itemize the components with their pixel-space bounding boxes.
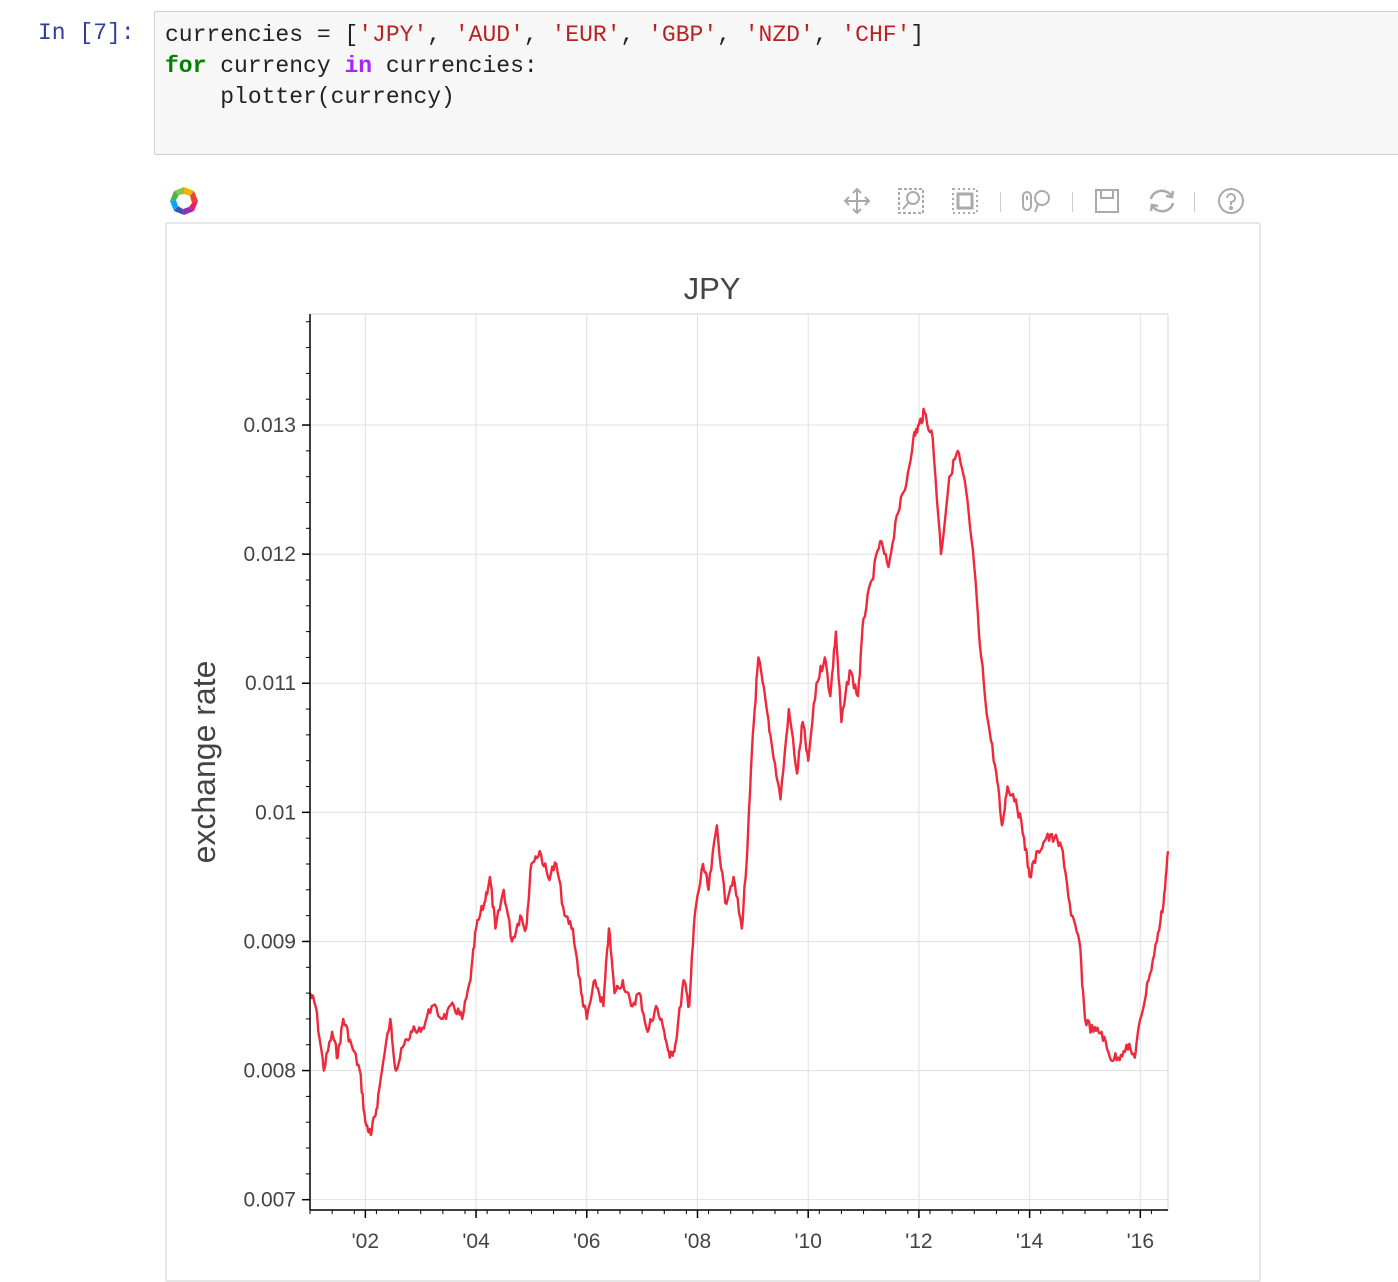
y-axis-label: exchange rate bbox=[186, 661, 222, 864]
cell-prompt: In [7]: bbox=[38, 20, 135, 46]
x-tick-label: '08 bbox=[684, 1230, 711, 1253]
string-jpy: 'JPY' bbox=[358, 22, 428, 48]
wheel-zoom-icon bbox=[1022, 190, 1050, 213]
x-tick-label: '06 bbox=[573, 1230, 600, 1253]
y-tick-label: 0.007 bbox=[243, 1189, 296, 1212]
code-line-2: for currency in currencies: bbox=[165, 53, 538, 79]
string-nzd: 'NZD' bbox=[744, 22, 814, 48]
x-tick-label: '10 bbox=[795, 1230, 822, 1253]
y-tick-label: 0.013 bbox=[243, 414, 296, 437]
chart-title: JPY bbox=[684, 271, 741, 306]
x-tick-label: '04 bbox=[462, 1230, 490, 1253]
y-tick-label: 0.012 bbox=[243, 543, 296, 566]
y-tick-label: 0.011 bbox=[245, 672, 296, 695]
y-tick-label: 0.009 bbox=[243, 930, 296, 953]
y-tick-label: 0.008 bbox=[243, 1060, 296, 1083]
code-editor[interactable]: currencies = ['JPY', 'AUD', 'EUR', 'GBP'… bbox=[165, 20, 924, 113]
string-gbp: 'GBP' bbox=[648, 22, 718, 48]
string-aud: 'AUD' bbox=[454, 22, 524, 48]
help-tool[interactable] bbox=[1210, 182, 1250, 220]
series-line-jpy[interactable] bbox=[308, 407, 1170, 1137]
string-eur: 'EUR' bbox=[551, 22, 621, 48]
wheel-zoom-tool[interactable] bbox=[1014, 182, 1054, 220]
string-chf: 'CHF' bbox=[841, 22, 911, 48]
resize-icon bbox=[952, 188, 978, 214]
save-icon bbox=[1095, 189, 1119, 213]
bokeh-logo[interactable] bbox=[166, 183, 202, 219]
x-tick-label: '16 bbox=[1127, 1230, 1154, 1253]
reset-tool[interactable] bbox=[1140, 182, 1180, 220]
toolbar-separator bbox=[1194, 192, 1195, 212]
x-tick-label: '02 bbox=[352, 1230, 379, 1253]
y-tick-label: 0.01 bbox=[255, 801, 296, 824]
reset-icon bbox=[1149, 189, 1175, 213]
resize-tool[interactable] bbox=[944, 182, 984, 220]
toolbar-separator bbox=[1072, 192, 1073, 212]
help-icon bbox=[1218, 188, 1244, 214]
code-line-1: currencies = ['JPY', 'AUD', 'EUR', 'GBP'… bbox=[165, 22, 925, 48]
pan-icon bbox=[843, 187, 871, 215]
toolbar-separator bbox=[1000, 192, 1001, 212]
x-tick-label: '14 bbox=[1016, 1230, 1044, 1253]
x-tick-label: '12 bbox=[905, 1230, 932, 1253]
code-cell[interactable]: currencies = ['JPY', 'AUD', 'EUR', 'GBP'… bbox=[154, 11, 1398, 155]
save-tool[interactable] bbox=[1086, 182, 1126, 220]
box-zoom-icon bbox=[898, 188, 924, 214]
box-zoom-tool[interactable] bbox=[890, 182, 930, 220]
code-line-3: plotter(currency) bbox=[165, 84, 455, 110]
plot-toolbar bbox=[828, 182, 1258, 226]
